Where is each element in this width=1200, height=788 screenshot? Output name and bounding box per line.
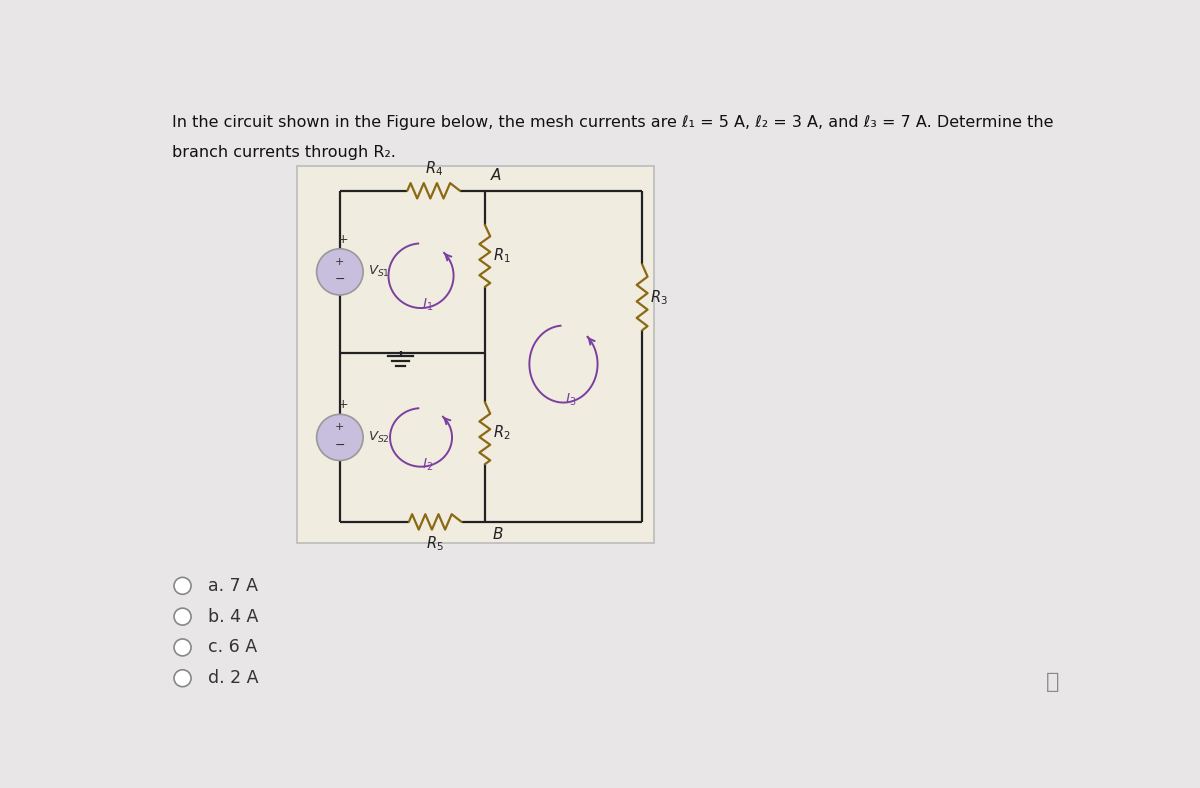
Text: +: +: [335, 422, 344, 433]
Text: In the circuit shown in the Figure below, the mesh currents are ℓ₁ = 5 A, ℓ₂ = 3: In the circuit shown in the Figure below…: [172, 114, 1054, 129]
Circle shape: [317, 249, 364, 295]
Text: B: B: [492, 526, 503, 541]
Circle shape: [174, 639, 191, 656]
Text: c. 6 A: c. 6 A: [208, 638, 257, 656]
Text: $V_{S1}$: $V_{S1}$: [367, 264, 390, 280]
Circle shape: [317, 414, 364, 460]
Text: $I_1$: $I_1$: [421, 297, 433, 313]
Circle shape: [174, 670, 191, 686]
Text: $R_3$: $R_3$: [650, 288, 667, 307]
Text: $R_1$: $R_1$: [493, 247, 511, 265]
Text: $R_4$: $R_4$: [425, 159, 443, 178]
Circle shape: [174, 608, 191, 625]
Circle shape: [174, 578, 191, 594]
Text: +: +: [337, 398, 348, 411]
Text: branch currents through R₂.: branch currents through R₂.: [172, 145, 396, 161]
Text: A: A: [491, 168, 502, 183]
Text: d. 2 A: d. 2 A: [208, 669, 259, 687]
Text: $R_5$: $R_5$: [426, 534, 444, 553]
Text: −: −: [335, 273, 346, 286]
Text: $I_2$: $I_2$: [421, 457, 433, 474]
Text: b. 4 A: b. 4 A: [208, 608, 258, 626]
Text: +: +: [337, 232, 348, 246]
Text: a. 7 A: a. 7 A: [208, 577, 258, 595]
Text: 👆: 👆: [1046, 672, 1060, 692]
Text: $V_{S2}$: $V_{S2}$: [367, 430, 390, 445]
FancyBboxPatch shape: [298, 166, 654, 544]
Text: $R_2$: $R_2$: [493, 424, 511, 442]
Text: +: +: [335, 257, 344, 267]
Text: $I_3$: $I_3$: [565, 392, 577, 407]
Text: −: −: [335, 439, 346, 452]
